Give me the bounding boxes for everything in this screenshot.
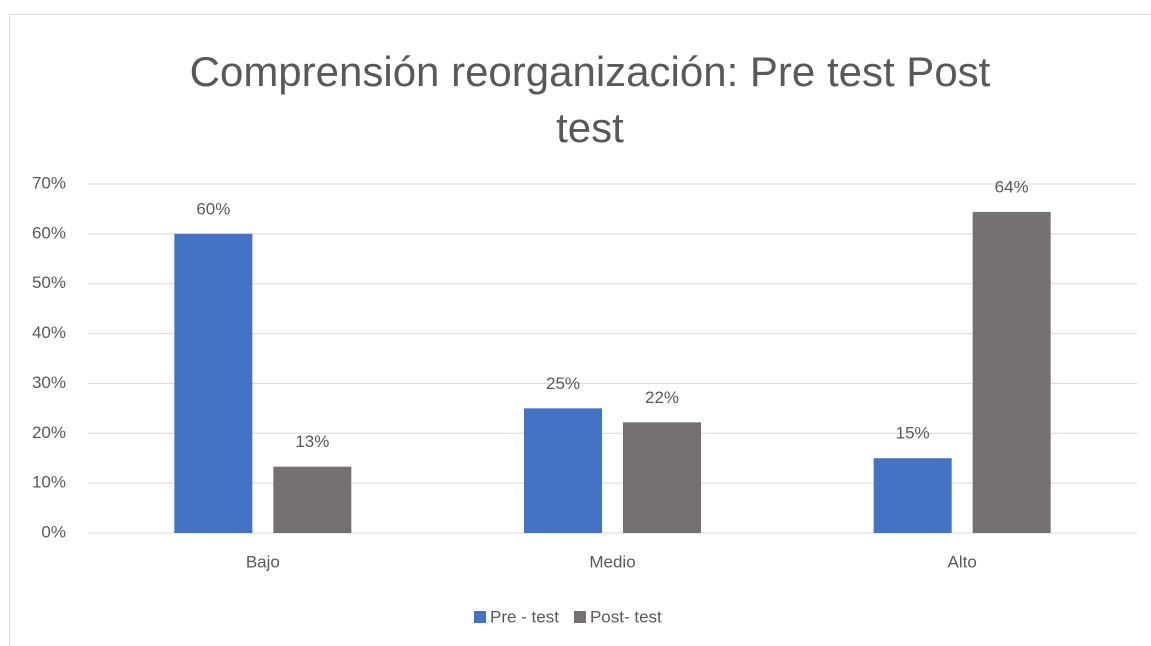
y-tick-label: 50% — [32, 273, 66, 292]
data-label: 15% — [896, 424, 930, 443]
y-tick-label: 30% — [32, 373, 66, 392]
data-label: 64% — [995, 177, 1029, 196]
y-tick-label: 60% — [32, 223, 66, 242]
data-label: 13% — [295, 432, 329, 451]
chart-border — [9, 14, 1151, 646]
bar — [873, 458, 952, 533]
x-tick-label: Alto — [948, 552, 977, 571]
x-tick-label: Bajo — [246, 552, 280, 571]
data-label: 25% — [546, 374, 580, 393]
y-tick-label: 40% — [32, 323, 66, 342]
y-tick-label: 10% — [32, 473, 66, 492]
x-tick-label: Medio — [589, 552, 635, 571]
bar — [273, 466, 352, 533]
y-tick-label: 0% — [41, 522, 66, 541]
chart-title: Comprensión reorganización: Pre test Pos… — [189, 48, 991, 151]
data-label: 22% — [645, 388, 679, 407]
bar — [524, 408, 602, 533]
legend-label: Post- test — [590, 607, 662, 626]
legend-swatch — [573, 611, 586, 623]
bar — [972, 211, 1051, 534]
data-label: 60% — [196, 199, 230, 218]
legend-swatch — [474, 611, 486, 623]
bar — [174, 233, 253, 533]
legend-label: Pre - test — [490, 607, 559, 626]
y-tick-label: 20% — [32, 423, 66, 442]
bar — [623, 422, 701, 533]
y-tick-label: 70% — [32, 173, 66, 192]
